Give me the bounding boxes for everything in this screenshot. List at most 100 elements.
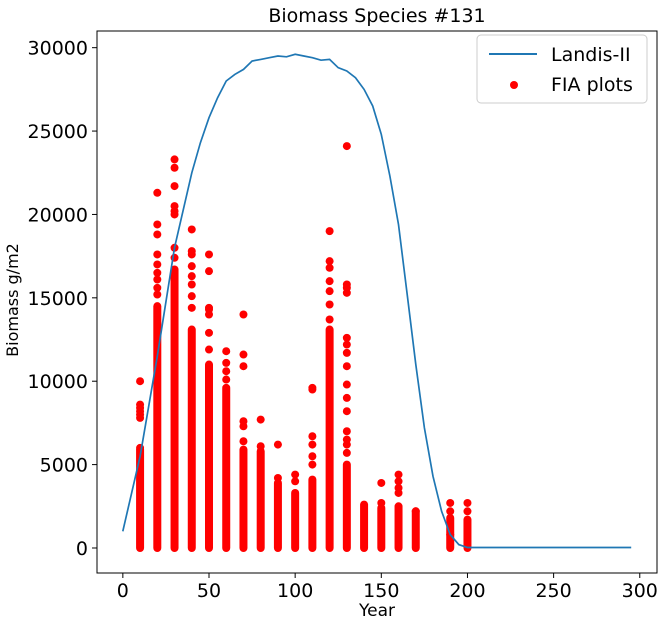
landis-ii-series	[121, 53, 632, 549]
fia-point	[153, 260, 162, 269]
x-tick-label: 150	[363, 580, 399, 602]
fia-point-column	[273, 478, 282, 552]
fia-point-column	[308, 475, 317, 552]
fia-point	[256, 442, 265, 451]
legend-label-fia: FIA plots	[551, 74, 633, 96]
fia-point	[342, 448, 351, 457]
fia-point	[205, 303, 213, 312]
fia-point	[325, 263, 334, 272]
fia-point	[325, 257, 334, 266]
x-axis-ticks: 0 50 100 150 200 250 300	[117, 573, 658, 602]
x-tick-label: 100	[277, 580, 313, 602]
fia-point-column	[377, 503, 386, 552]
x-axis-label: Year	[358, 601, 395, 621]
fia-point	[291, 477, 300, 486]
fia-point-column	[394, 502, 403, 552]
fia-point	[187, 262, 196, 271]
fia-point	[222, 375, 231, 384]
fia-point	[239, 350, 248, 359]
fia-point	[170, 163, 179, 172]
fia-point	[136, 377, 145, 386]
fia-point	[342, 333, 351, 342]
fia-point	[342, 340, 351, 349]
fia-point	[325, 277, 334, 286]
fia-point	[153, 275, 162, 284]
legend-box	[476, 34, 648, 104]
fia-point	[222, 358, 231, 367]
y-tick-label: 10000	[28, 371, 88, 393]
fia-point	[342, 280, 351, 289]
fia-point	[153, 250, 162, 259]
fia-point	[136, 400, 145, 409]
fia-point	[205, 328, 213, 337]
y-tick-label: 25000	[28, 121, 88, 143]
fia-point-column	[342, 460, 351, 552]
fia-point	[342, 142, 351, 151]
x-tick-label: 200	[449, 580, 485, 602]
x-tick-label: 250	[535, 580, 571, 602]
y-axis-label: Biomass g/m2	[3, 243, 22, 357]
fia-point	[446, 498, 455, 507]
fia-point	[394, 477, 403, 486]
fia-point	[205, 345, 213, 354]
fia-point	[377, 478, 386, 487]
fia-point	[239, 310, 248, 319]
fia-point	[187, 292, 196, 301]
x-tick-label: 50	[197, 580, 221, 602]
y-tick-label: 5000	[40, 455, 88, 477]
fia-point	[153, 230, 162, 239]
fia-point	[308, 383, 317, 392]
fia-point	[222, 367, 231, 376]
fia-point	[187, 303, 196, 312]
fia-point	[153, 290, 162, 299]
fia-point	[325, 315, 334, 324]
chart-title: Biomass Species #131	[268, 5, 485, 27]
fia-point	[308, 452, 317, 461]
y-tick-label: 0	[76, 538, 88, 560]
fia-point	[325, 300, 334, 309]
fia-point	[170, 182, 179, 191]
y-tick-label: 20000	[28, 204, 88, 226]
fia-point	[308, 460, 317, 469]
fia-point	[153, 268, 162, 277]
fia-point	[153, 283, 162, 292]
fia-plot-points	[136, 142, 472, 552]
fia-point	[170, 155, 179, 164]
fia-point-column	[360, 500, 369, 552]
fia-point	[308, 440, 317, 449]
fia-point	[463, 498, 472, 507]
fia-point	[239, 417, 248, 426]
x-tick-label: 300	[622, 580, 658, 602]
fia-point	[205, 250, 213, 259]
landis-ii-line	[121, 53, 632, 549]
y-tick-label: 15000	[28, 288, 88, 310]
fia-point-column	[291, 488, 300, 552]
fia-point	[446, 507, 455, 516]
fia-point	[342, 348, 351, 357]
fia-point	[153, 188, 162, 197]
fia-point	[187, 247, 196, 256]
fia-point	[273, 473, 282, 482]
plot-frame	[96, 30, 658, 574]
fia-point	[342, 380, 351, 389]
fia-point	[187, 225, 196, 234]
fia-point-column	[187, 325, 196, 552]
legend-scatter-swatch	[510, 81, 518, 89]
fia-point	[153, 220, 162, 229]
fia-point	[342, 407, 351, 416]
fia-point	[239, 437, 248, 446]
fia-point	[273, 440, 282, 449]
fia-point	[187, 272, 196, 281]
fia-point	[239, 362, 248, 371]
fia-point	[325, 227, 334, 236]
fia-point	[342, 362, 351, 371]
fia-point-column	[222, 383, 231, 552]
fia-point	[187, 280, 196, 289]
x-tick-label: 0	[117, 580, 129, 602]
fia-point	[394, 470, 403, 479]
fia-point-column	[170, 265, 179, 552]
fia-point	[394, 483, 403, 492]
fia-point	[342, 427, 351, 436]
fia-point	[325, 287, 334, 296]
